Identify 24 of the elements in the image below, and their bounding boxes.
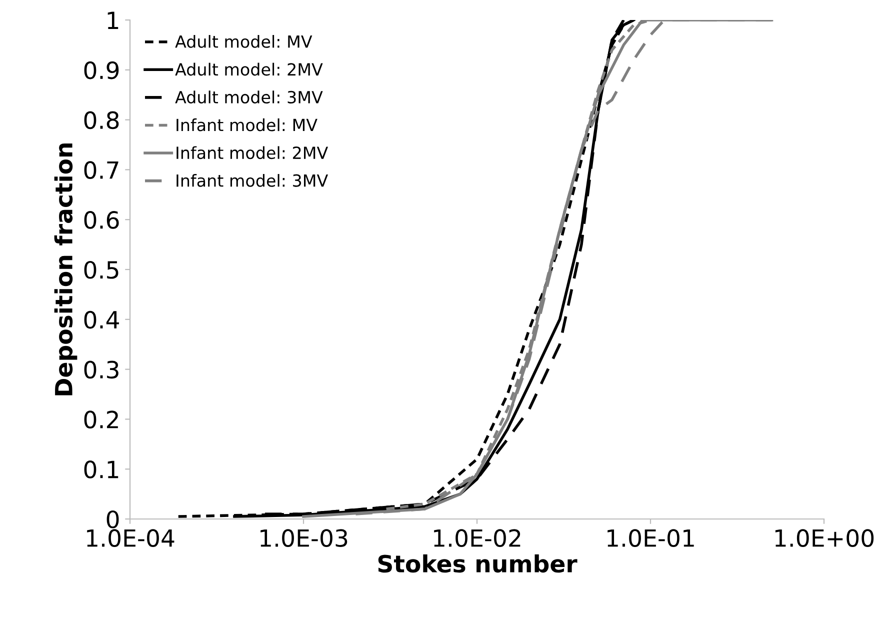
x-tick-label: 1.0E-02 [434, 529, 520, 547]
legend-label: Adult model: MV [175, 35, 312, 48]
legend-label: Infant model: 2MV [176, 146, 328, 160]
y-tick-label: 0.9 [84, 61, 119, 80]
x-tick-label: 1.0E-03 [260, 529, 348, 547]
y-axis-title: Deposition fraction [54, 143, 78, 396]
x-tick-label: 1.0E+00 [775, 529, 874, 547]
y-tick-label: 0.2 [84, 410, 118, 429]
y-tick-label: 1 [108, 12, 118, 29]
y-tick-label: 0.1 [84, 460, 118, 478]
y-tick-label: 0.5 [84, 260, 118, 279]
y-tick-label: 0.4 [84, 310, 119, 329]
x-axis-title: Stokes number [378, 554, 578, 573]
legend-label: Adult model: 2MV [175, 62, 323, 76]
y-tick-label: 0 [106, 510, 119, 528]
x-tick-label: 1.0E-01 [608, 529, 694, 547]
y-tick-label: 0.8 [84, 111, 119, 130]
y-tick-label: 0.3 [84, 360, 118, 379]
legend-label: Adult model: 3MV [175, 90, 323, 104]
x-tick-label: 1.0E-04 [87, 529, 174, 547]
y-tick-label: 0.6 [84, 211, 119, 229]
legend-label: Infant model: MV [176, 118, 318, 132]
legend-label: Infant model: 3MV [176, 174, 328, 187]
y-tick-label: 0.7 [84, 161, 118, 180]
